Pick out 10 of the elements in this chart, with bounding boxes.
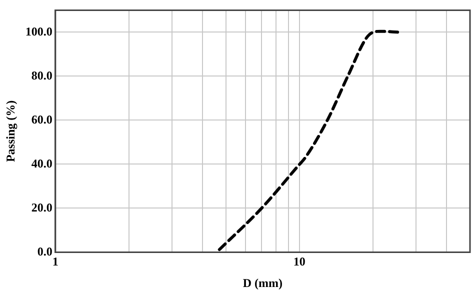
y-tick-label: 100.0 [25, 24, 52, 38]
y-tick-label: 20.0 [31, 200, 52, 214]
x-tick-label: 1 [52, 254, 58, 268]
x-axis-title: D (mm) [242, 276, 283, 290]
y-tick-label: 80.0 [31, 68, 52, 82]
x-tick-label: 10 [293, 254, 306, 268]
y-tick-label: 0.0 [37, 244, 52, 258]
y-tick-label: 60.0 [31, 112, 52, 126]
y-axis-title: Passing (%) [3, 100, 18, 162]
y-tick-label: 40.0 [31, 156, 52, 170]
